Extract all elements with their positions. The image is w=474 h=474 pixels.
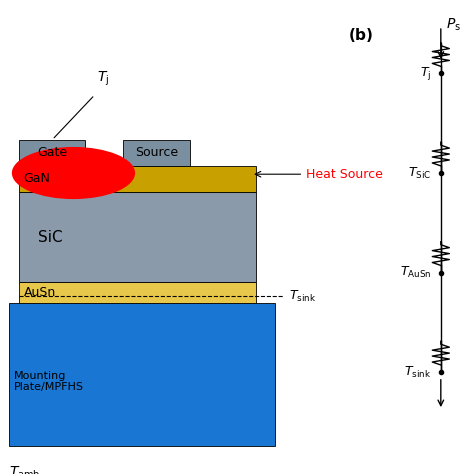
Bar bbox=[123, 140, 190, 166]
Text: SiC: SiC bbox=[38, 229, 63, 245]
Text: Gate: Gate bbox=[37, 146, 67, 159]
Text: $T_\mathrm{SiC}$: $T_\mathrm{SiC}$ bbox=[408, 165, 431, 181]
Text: $T_\mathrm{sink}$: $T_\mathrm{sink}$ bbox=[404, 365, 431, 380]
Text: $P_\mathrm{s}$: $P_\mathrm{s}$ bbox=[446, 17, 461, 33]
Text: AuSn: AuSn bbox=[24, 286, 56, 299]
Text: $T_\mathrm{amb}$: $T_\mathrm{amb}$ bbox=[9, 465, 41, 474]
Text: Mounting
Plate/MPFHS: Mounting Plate/MPFHS bbox=[14, 371, 84, 392]
Bar bbox=[19, 282, 256, 303]
Text: $T_\mathrm{j}$: $T_\mathrm{j}$ bbox=[420, 65, 431, 82]
Bar bbox=[9, 303, 275, 446]
Text: $T_\mathrm{sink}$: $T_\mathrm{sink}$ bbox=[289, 289, 316, 304]
Bar bbox=[19, 192, 256, 282]
Bar bbox=[19, 166, 256, 192]
Ellipse shape bbox=[12, 147, 135, 199]
Text: $T_\mathrm{AuSn}$: $T_\mathrm{AuSn}$ bbox=[400, 265, 431, 280]
Text: $\mathbf{(b)}$: $\mathbf{(b)}$ bbox=[348, 26, 374, 44]
Text: $T_\mathrm{j}$: $T_\mathrm{j}$ bbox=[97, 69, 109, 88]
Text: Heat Source: Heat Source bbox=[306, 168, 383, 181]
Text: GaN: GaN bbox=[24, 173, 51, 185]
Text: Source: Source bbox=[135, 146, 178, 159]
Bar bbox=[19, 140, 85, 166]
